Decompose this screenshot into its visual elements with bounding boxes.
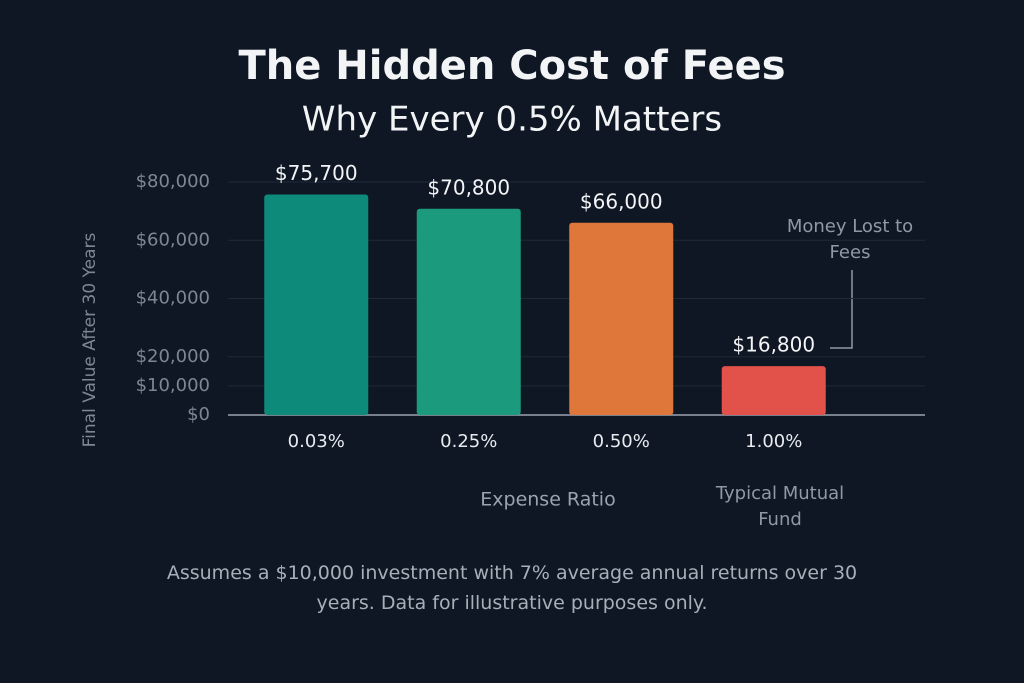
bar: [416, 208, 521, 415]
x-tick-label: 0.25%: [440, 431, 497, 452]
bar: [721, 366, 826, 415]
y-tick-label: $20,000: [136, 346, 210, 367]
data-label: $70,800: [427, 175, 510, 199]
x-tick-label: 0.03%: [288, 431, 345, 452]
y-tick-label: $80,000: [136, 171, 210, 192]
y-axis-label: Final Value After 30 Years: [80, 232, 100, 447]
data-label: $66,000: [580, 189, 663, 213]
footnote: Assumes a $10,000 investment with 7% ave…: [166, 562, 858, 614]
y-tick-label: $40,000: [136, 288, 210, 309]
chart-title: The Hidden Cost of Fees: [238, 43, 785, 89]
x-tick-label: 0.50%: [593, 431, 650, 452]
y-tick-label: $0: [187, 404, 210, 425]
y-tick-label: $10,000: [136, 375, 210, 396]
bar: [264, 194, 369, 415]
chart-subtitle: Why Every 0.5% Matters: [302, 100, 722, 140]
x-axis-label: Expense Ratio: [480, 489, 615, 511]
data-label: $16,800: [732, 333, 815, 357]
annotation: Typical Mutual Fund: [715, 483, 845, 530]
x-tick-label: 1.00%: [745, 431, 802, 452]
y-tick-label: $60,000: [136, 229, 210, 250]
data-label: $75,700: [275, 161, 358, 185]
bar: [569, 222, 674, 415]
annotation: Money Lost to Fees: [786, 216, 914, 263]
annotation-bracket: [830, 270, 853, 349]
